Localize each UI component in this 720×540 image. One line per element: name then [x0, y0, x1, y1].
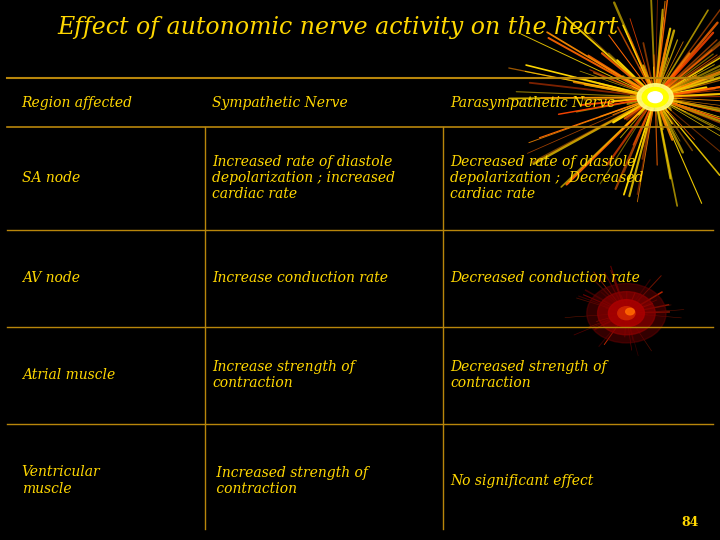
Circle shape	[642, 87, 668, 107]
Circle shape	[598, 292, 655, 335]
Text: Parasympathetic Nerve: Parasympathetic Nerve	[450, 96, 616, 110]
Circle shape	[587, 284, 666, 343]
Circle shape	[626, 308, 634, 315]
Text: Increased strength of
 contraction: Increased strength of contraction	[212, 465, 369, 496]
Text: Decreased conduction rate: Decreased conduction rate	[450, 271, 640, 285]
Text: Increase strength of
contraction: Increase strength of contraction	[212, 360, 355, 390]
Text: 84: 84	[681, 516, 698, 529]
Circle shape	[637, 84, 673, 111]
Circle shape	[608, 300, 644, 327]
Circle shape	[618, 307, 635, 320]
Text: Effect of autonomic nerve activity on the heart: Effect of autonomic nerve activity on th…	[58, 16, 619, 39]
Text: No significant effect: No significant effect	[450, 474, 593, 488]
Text: Atrial muscle: Atrial muscle	[22, 368, 115, 382]
Text: SA node: SA node	[22, 171, 80, 185]
Text: Increased rate of diastole
depolarization ; increased
cardiac rate: Increased rate of diastole depolarizatio…	[212, 155, 395, 201]
Circle shape	[648, 92, 662, 103]
Text: Increase conduction rate: Increase conduction rate	[212, 271, 388, 285]
Text: AV node: AV node	[22, 271, 80, 285]
Text: Ventricular
muscle: Ventricular muscle	[22, 465, 100, 496]
Text: Sympathetic Nerve: Sympathetic Nerve	[212, 96, 348, 110]
Text: Decreased strength of
contraction: Decreased strength of contraction	[450, 360, 607, 390]
Text: Region affected: Region affected	[22, 96, 132, 110]
Text: Decreased rate of diastole
depolarization ;  Decreased
cardiac rate: Decreased rate of diastole depolarizatio…	[450, 155, 644, 201]
